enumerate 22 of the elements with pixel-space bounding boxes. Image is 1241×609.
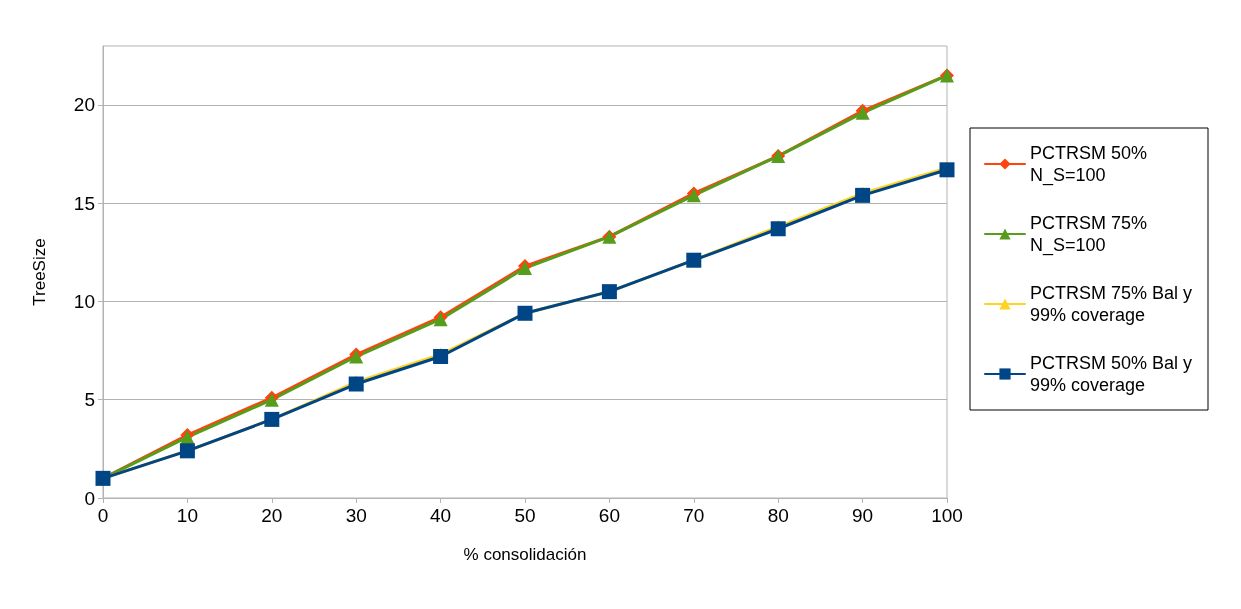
x-tick-label: 40 [430,505,452,526]
y-axis-title: TreeSize [30,238,49,306]
x-tick-label: 90 [852,505,874,526]
legend-label: PCTRSM 75% N_S=100 [1030,213,1153,256]
x-tick-label: 70 [683,505,705,526]
x-tick-label: 20 [261,505,283,526]
x-tick-label: 0 [97,505,109,526]
legend-label: PCTRSM 50% Bal y 99% coverage [1030,353,1198,395]
x-axis-title: % consolidación [463,545,587,564]
y-tick-label: 5 [84,389,95,411]
legend-label: PCTRSM 50% N_S=100 [1030,143,1153,186]
x-tick-label: 60 [598,505,620,526]
x-tick-label: 100 [931,505,963,526]
y-tick-label: 0 [84,487,95,509]
y-tick-label: 15 [73,192,95,214]
x-tick-label: 80 [767,505,789,526]
y-tick-label: 20 [73,94,95,116]
y-tick-label: 10 [73,290,95,312]
legend-label: PCTRSM 75% Bal y 99% coverage [1030,283,1198,325]
x-tick-label: 30 [345,505,367,526]
x-tick-label: 10 [176,505,198,526]
x-tick-label: 50 [514,505,536,526]
